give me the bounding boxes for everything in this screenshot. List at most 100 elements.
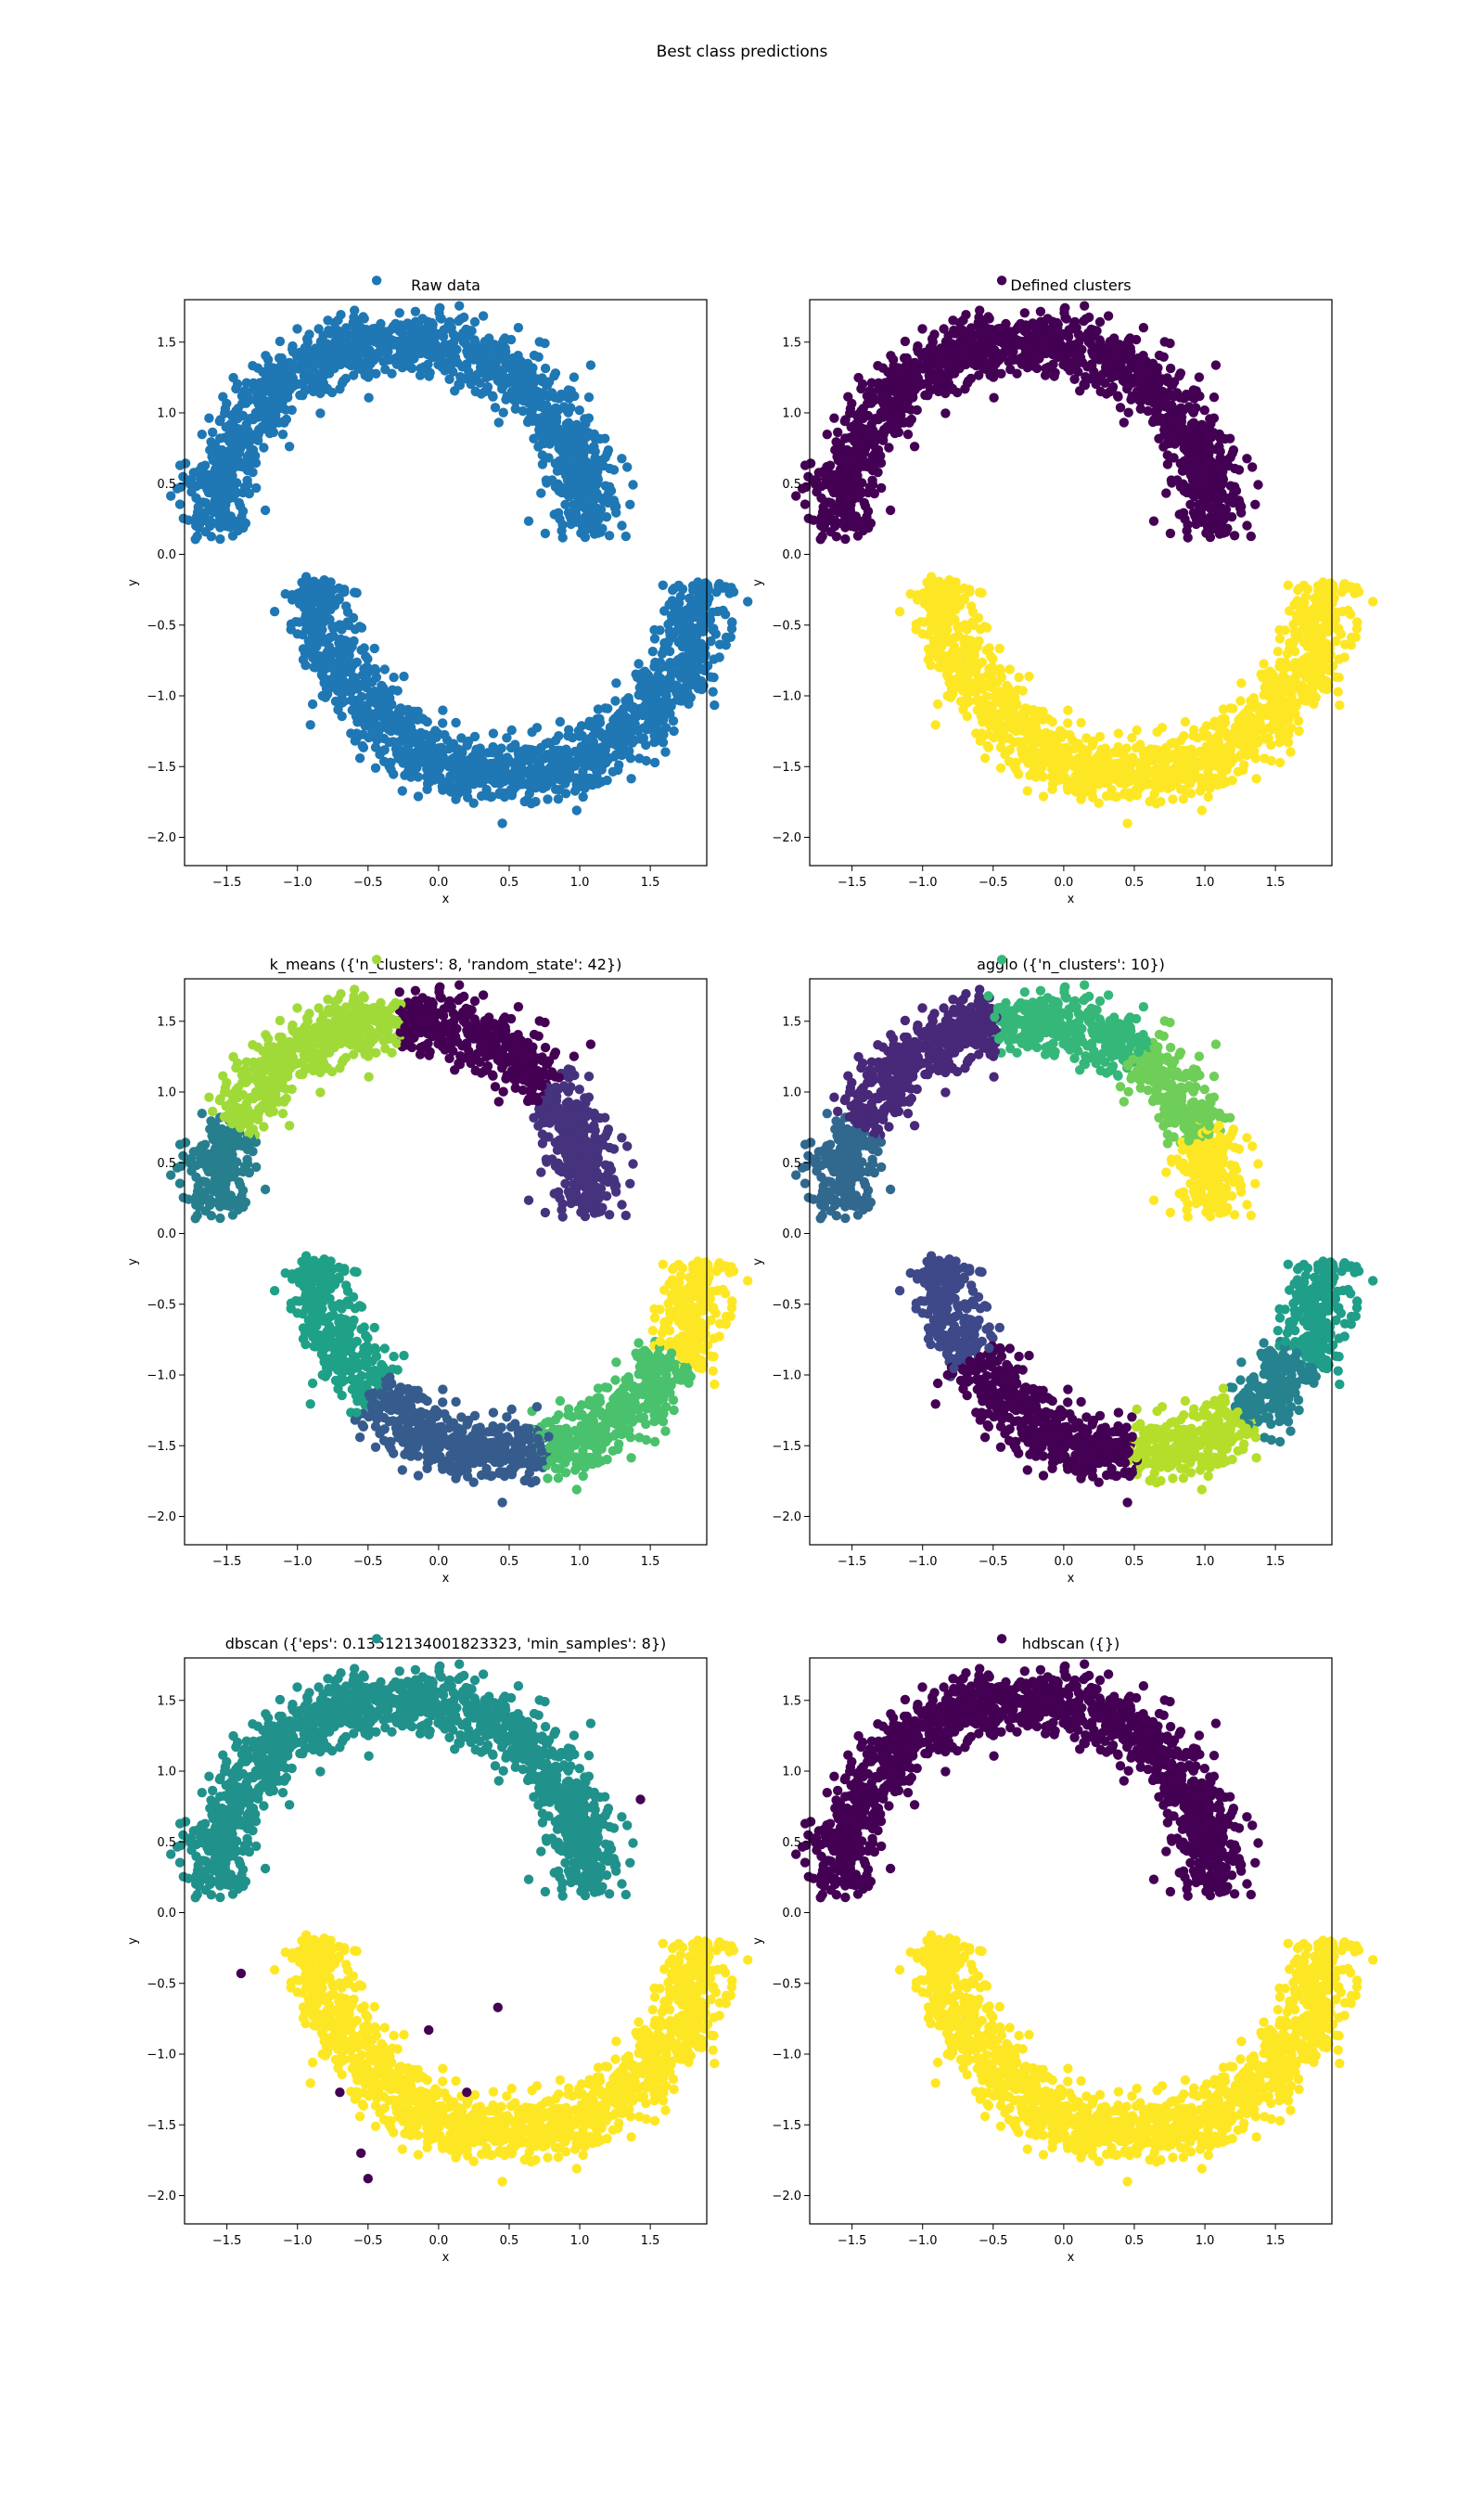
data-point	[1165, 363, 1176, 374]
data-point	[212, 519, 223, 529]
data-point	[1183, 533, 1193, 543]
y-tick-label: −2.0	[147, 831, 176, 845]
data-point	[315, 384, 326, 395]
data-point	[617, 520, 627, 531]
data-point	[518, 395, 529, 406]
data-point	[940, 384, 951, 395]
data-point	[612, 712, 622, 723]
data-point	[676, 696, 686, 706]
data-point	[604, 531, 615, 541]
data-point	[536, 488, 546, 498]
data-point	[582, 474, 593, 484]
data-point	[1168, 379, 1178, 391]
data-point	[696, 675, 707, 687]
data-point	[555, 716, 566, 727]
data-point	[843, 392, 853, 402]
data-point	[849, 430, 859, 441]
data-point	[220, 469, 230, 479]
scatter-points	[791, 276, 1378, 829]
data-point	[902, 430, 914, 440]
data-point	[884, 443, 894, 453]
data-point	[348, 321, 358, 331]
data-point	[586, 719, 596, 729]
data-point	[355, 700, 365, 710]
data-point	[304, 329, 314, 340]
data-point	[1063, 705, 1073, 715]
data-point	[215, 533, 225, 545]
data-point	[1171, 389, 1182, 399]
data-point	[392, 686, 403, 696]
data-point	[984, 643, 994, 653]
data-point	[527, 405, 538, 416]
data-point	[837, 495, 848, 506]
data-point	[545, 738, 556, 749]
data-point	[1207, 474, 1218, 484]
data-point	[628, 480, 638, 490]
data-point	[596, 764, 607, 775]
data-point	[829, 413, 839, 423]
data-point	[595, 717, 606, 728]
data-point	[412, 732, 423, 742]
data-point	[532, 781, 543, 792]
data-point	[166, 491, 176, 501]
data-point	[805, 458, 816, 469]
data-point	[1025, 360, 1036, 371]
data-point	[900, 336, 911, 347]
data-point	[269, 607, 280, 617]
data-point	[537, 402, 547, 412]
data-point	[502, 789, 512, 799]
data-point	[275, 336, 286, 347]
data-point	[569, 372, 580, 382]
data-point	[377, 746, 387, 757]
data-point	[546, 423, 556, 434]
data-point	[281, 405, 291, 415]
data-point	[909, 373, 919, 384]
data-point	[720, 610, 731, 620]
data-point	[390, 321, 400, 331]
data-point	[304, 620, 315, 630]
data-point	[228, 372, 238, 383]
data-point	[1178, 507, 1189, 518]
data-point	[977, 343, 987, 353]
data-point	[513, 356, 524, 367]
data-point	[1335, 700, 1345, 711]
data-point	[633, 659, 644, 669]
data-point	[550, 434, 560, 444]
x-tick-label: −0.5	[353, 876, 383, 890]
data-point	[366, 721, 377, 732]
data-point	[352, 728, 362, 739]
data-point	[1178, 405, 1189, 416]
data-point	[242, 480, 253, 490]
data-point	[405, 772, 416, 782]
data-point	[1019, 308, 1030, 318]
data-point	[1334, 654, 1344, 664]
data-point	[218, 392, 228, 402]
data-point	[678, 623, 688, 633]
data-point	[600, 745, 610, 755]
data-point	[403, 351, 415, 361]
data-point	[1162, 402, 1172, 412]
data-point	[352, 343, 362, 353]
data-point	[812, 487, 822, 497]
data-point	[493, 418, 504, 428]
data-point	[649, 728, 660, 739]
data-point	[322, 368, 332, 379]
data-point	[979, 753, 991, 764]
data-point	[567, 459, 578, 469]
data-point	[984, 362, 994, 373]
data-point	[451, 717, 461, 728]
data-point	[616, 744, 626, 754]
data-point	[1182, 465, 1193, 476]
data-point	[378, 733, 390, 744]
data-point	[1219, 507, 1229, 518]
data-point	[993, 325, 1004, 335]
data-point	[417, 314, 428, 324]
data-point	[743, 597, 753, 607]
data-point	[498, 407, 508, 418]
data-point	[1123, 407, 1133, 418]
data-point	[198, 480, 208, 490]
data-point	[565, 511, 575, 521]
data-point	[313, 650, 323, 661]
data-point	[478, 311, 489, 321]
data-point	[536, 766, 546, 777]
